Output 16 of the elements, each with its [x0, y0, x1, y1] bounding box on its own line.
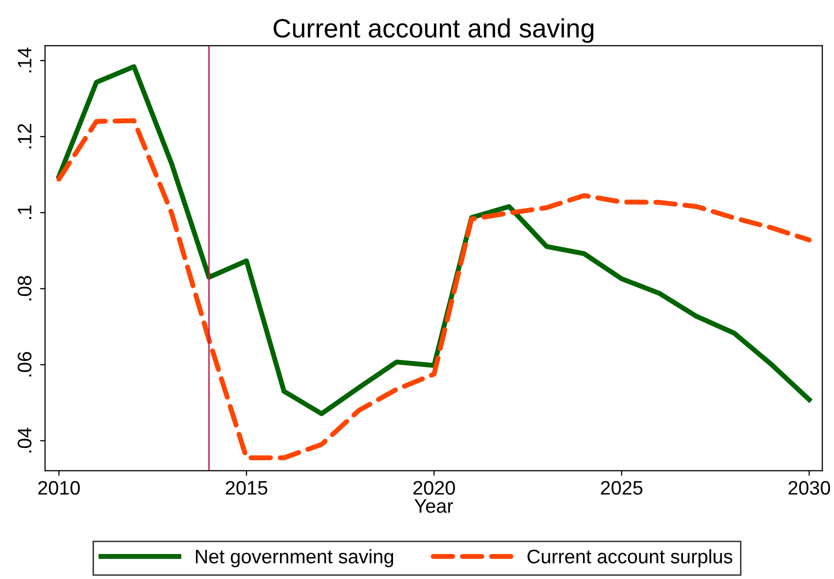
- y-tick-label: .14: [18, 48, 32, 72]
- x-tick-label: 2015: [226, 480, 268, 495]
- y-tick-label: .06: [18, 352, 32, 376]
- legend-label: Current account surplus: [528, 549, 732, 568]
- chart-title: Current account and saving: [274, 18, 594, 43]
- x-axis-title: Year: [414, 499, 454, 513]
- x-tick-label: 2020: [413, 480, 455, 495]
- x-tick-label: 2025: [600, 480, 642, 495]
- legend-label: Net government saving: [196, 549, 394, 568]
- y-tick-label: .12: [18, 124, 32, 148]
- y-tick-label: .08: [18, 276, 32, 300]
- x-tick-label: 2030: [788, 480, 830, 495]
- line-series: [56, 118, 812, 460]
- y-tick-label: .1: [18, 205, 32, 219]
- x-tick-label: 2010: [38, 480, 80, 495]
- y-tick-label: .04: [18, 428, 32, 452]
